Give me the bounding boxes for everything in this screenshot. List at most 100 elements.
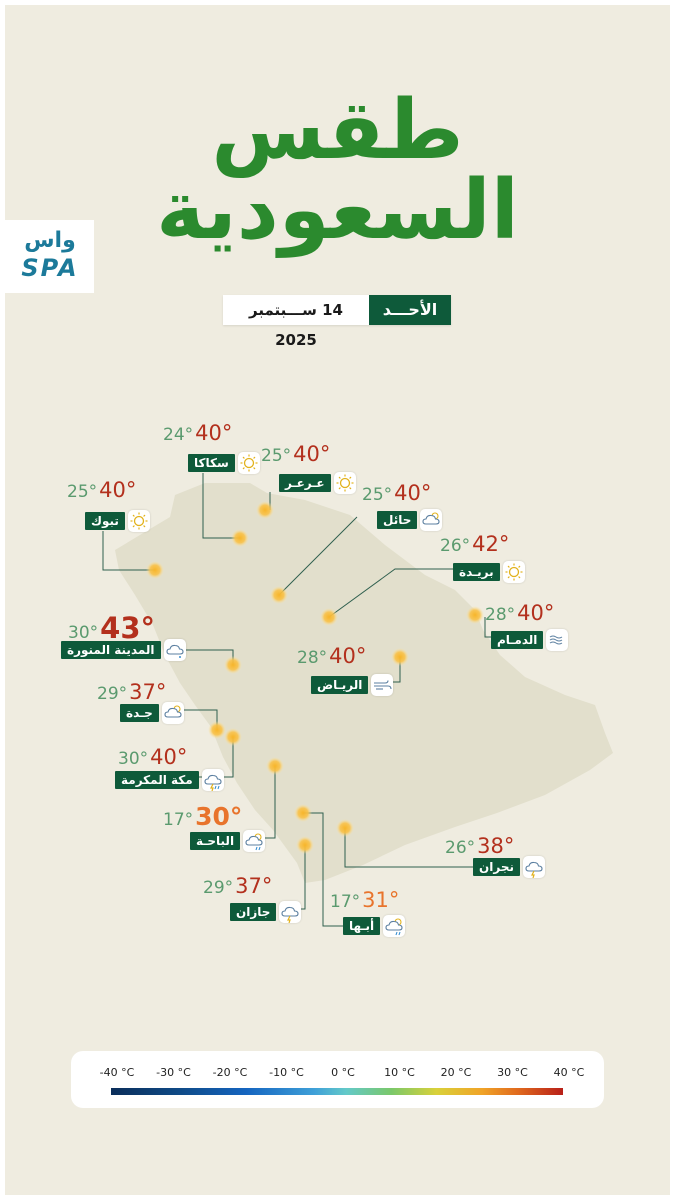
city-marker-arar (256, 501, 274, 519)
temps-tabuk: 25°40° (67, 478, 136, 502)
city-label-jazan: جازان (230, 903, 277, 921)
thunder-icon (522, 856, 545, 878)
leader-line-dammam (484, 617, 491, 638)
title-line-2: السعودية (156, 163, 519, 258)
sun-icon (333, 472, 356, 494)
city-marker-buraydah (320, 608, 338, 626)
legend-tick: -30 °C (156, 1066, 191, 1079)
haze-icon (546, 629, 569, 651)
max-temp: 38° (477, 834, 515, 858)
legend-tick: 0 °C (331, 1066, 355, 1079)
sun-icon (127, 510, 150, 532)
temps-hail: 25°40° (362, 481, 431, 505)
legend-tick: 40 °C (553, 1066, 585, 1079)
sun-icon (502, 561, 525, 583)
leader-line-abha (303, 812, 343, 927)
temps-najran: 26°38° (445, 834, 514, 858)
city-label-arar: عـرعـر (279, 474, 331, 492)
city-label-buraydah: بريـدة (453, 563, 500, 581)
temps-riyadh: 28°40° (297, 644, 366, 668)
min-temp: 29° (203, 878, 234, 898)
max-temp: 37° (129, 680, 167, 704)
max-temp: 40° (329, 644, 367, 668)
city-marker-madinah (224, 656, 242, 674)
city-marker-jeddah (208, 721, 226, 739)
temps-jazan: 29°37° (203, 874, 272, 898)
max-temp: 40° (195, 421, 233, 445)
max-temp: 37° (235, 874, 273, 898)
max-temp: 40° (150, 745, 188, 769)
legend-tick: 20 °C (440, 1066, 472, 1079)
min-temp: 24° (163, 425, 194, 445)
city-marker-jazan (296, 836, 314, 854)
min-temp: 28° (485, 605, 516, 625)
max-temp: 42° (472, 532, 510, 556)
min-temp: 25° (362, 485, 393, 505)
min-temp: 25° (261, 446, 292, 466)
city-label-hail: حائل (377, 511, 418, 529)
leader-line-sakaka (202, 473, 240, 539)
max-temp: 40° (517, 601, 555, 625)
city-label-albaha: الباحـة (190, 832, 241, 850)
partly-cloudy-icon (420, 509, 443, 531)
city-label-abha: أبـها (343, 917, 381, 935)
min-temp: 17° (330, 892, 361, 912)
saudi-map (102, 473, 613, 927)
temps-albaha: 17°30° (163, 802, 242, 831)
city-label-sakaka: سكاكا (188, 454, 235, 472)
leader-line-tabuk (102, 531, 155, 571)
wind-icon (371, 674, 394, 696)
temps-jeddah: 29°37° (97, 680, 166, 704)
city-marker-abha (294, 804, 312, 822)
partly-cloudy-rain-icon (243, 830, 266, 852)
title-line-1: طقس (211, 83, 464, 178)
temps-abha: 17°31° (330, 888, 399, 912)
temps-makkah: 30°40° (118, 745, 187, 769)
city-marker-sakaka (231, 529, 249, 547)
temps-buraydah: 26°42° (440, 532, 509, 556)
legend-color-bar (111, 1088, 563, 1095)
leader-line-najran (344, 828, 473, 868)
min-temp: 30° (68, 623, 99, 643)
city-label-madinah: المدينة المنورة (61, 641, 161, 659)
date-day: الأحـــد (369, 295, 451, 325)
max-temp: 40° (99, 478, 137, 502)
city-marker-dammam (466, 606, 484, 624)
city-marker-makkah (224, 728, 242, 746)
temps-madinah: 30°43° (68, 611, 155, 645)
legend-tick: -20 °C (212, 1066, 248, 1079)
min-temp: 29° (97, 684, 128, 704)
city-label-riyadh: الريـاض (311, 676, 369, 694)
legend-tick: -40 °C (99, 1066, 135, 1079)
city-marker-tabuk (146, 561, 164, 579)
thunder-rain-icon (201, 769, 224, 791)
city-marker-riyadh (391, 648, 409, 666)
legend-tick: -10 °C (269, 1066, 304, 1079)
city-marker-hail (270, 586, 288, 604)
logo-arabic: واس (24, 228, 76, 253)
max-temp: 40° (293, 442, 331, 466)
logo-latin: SPA (21, 254, 79, 282)
city-label-makkah: مكة المكرمة (115, 771, 199, 789)
city-marker-albaha (266, 757, 284, 775)
date-text: 14 ســـبتمبر 2025 (223, 295, 369, 349)
city-marker-najran (336, 819, 354, 837)
legend-tick: 10 °C (384, 1066, 415, 1079)
max-temp: 30° (195, 802, 243, 831)
partly-cloudy-icon (161, 702, 184, 724)
min-temp: 26° (445, 838, 476, 858)
spa-logo: واس SPA (5, 220, 94, 293)
min-temp: 26° (440, 536, 471, 556)
min-temp: 30° (118, 749, 149, 769)
legend-tick: 30 °C (497, 1066, 528, 1079)
max-temp: 31° (362, 888, 400, 912)
max-temp: 40° (394, 481, 432, 505)
thunder-icon (279, 901, 302, 923)
min-temp: 25° (67, 482, 98, 502)
sun-icon (237, 452, 260, 474)
temps-sakaka: 24°40° (163, 421, 232, 445)
temperature-legend: -40 °C -30 °C -20 °C -10 °C 0 °C 10 °C 20 °C 30… (71, 1051, 604, 1108)
weather-poster: طقس السعودية 14 ســـبتمبر 2025 الأحـــد … (5, 5, 670, 1195)
city-label-najran: نجران (473, 858, 520, 876)
leader-line-hail (278, 516, 358, 596)
